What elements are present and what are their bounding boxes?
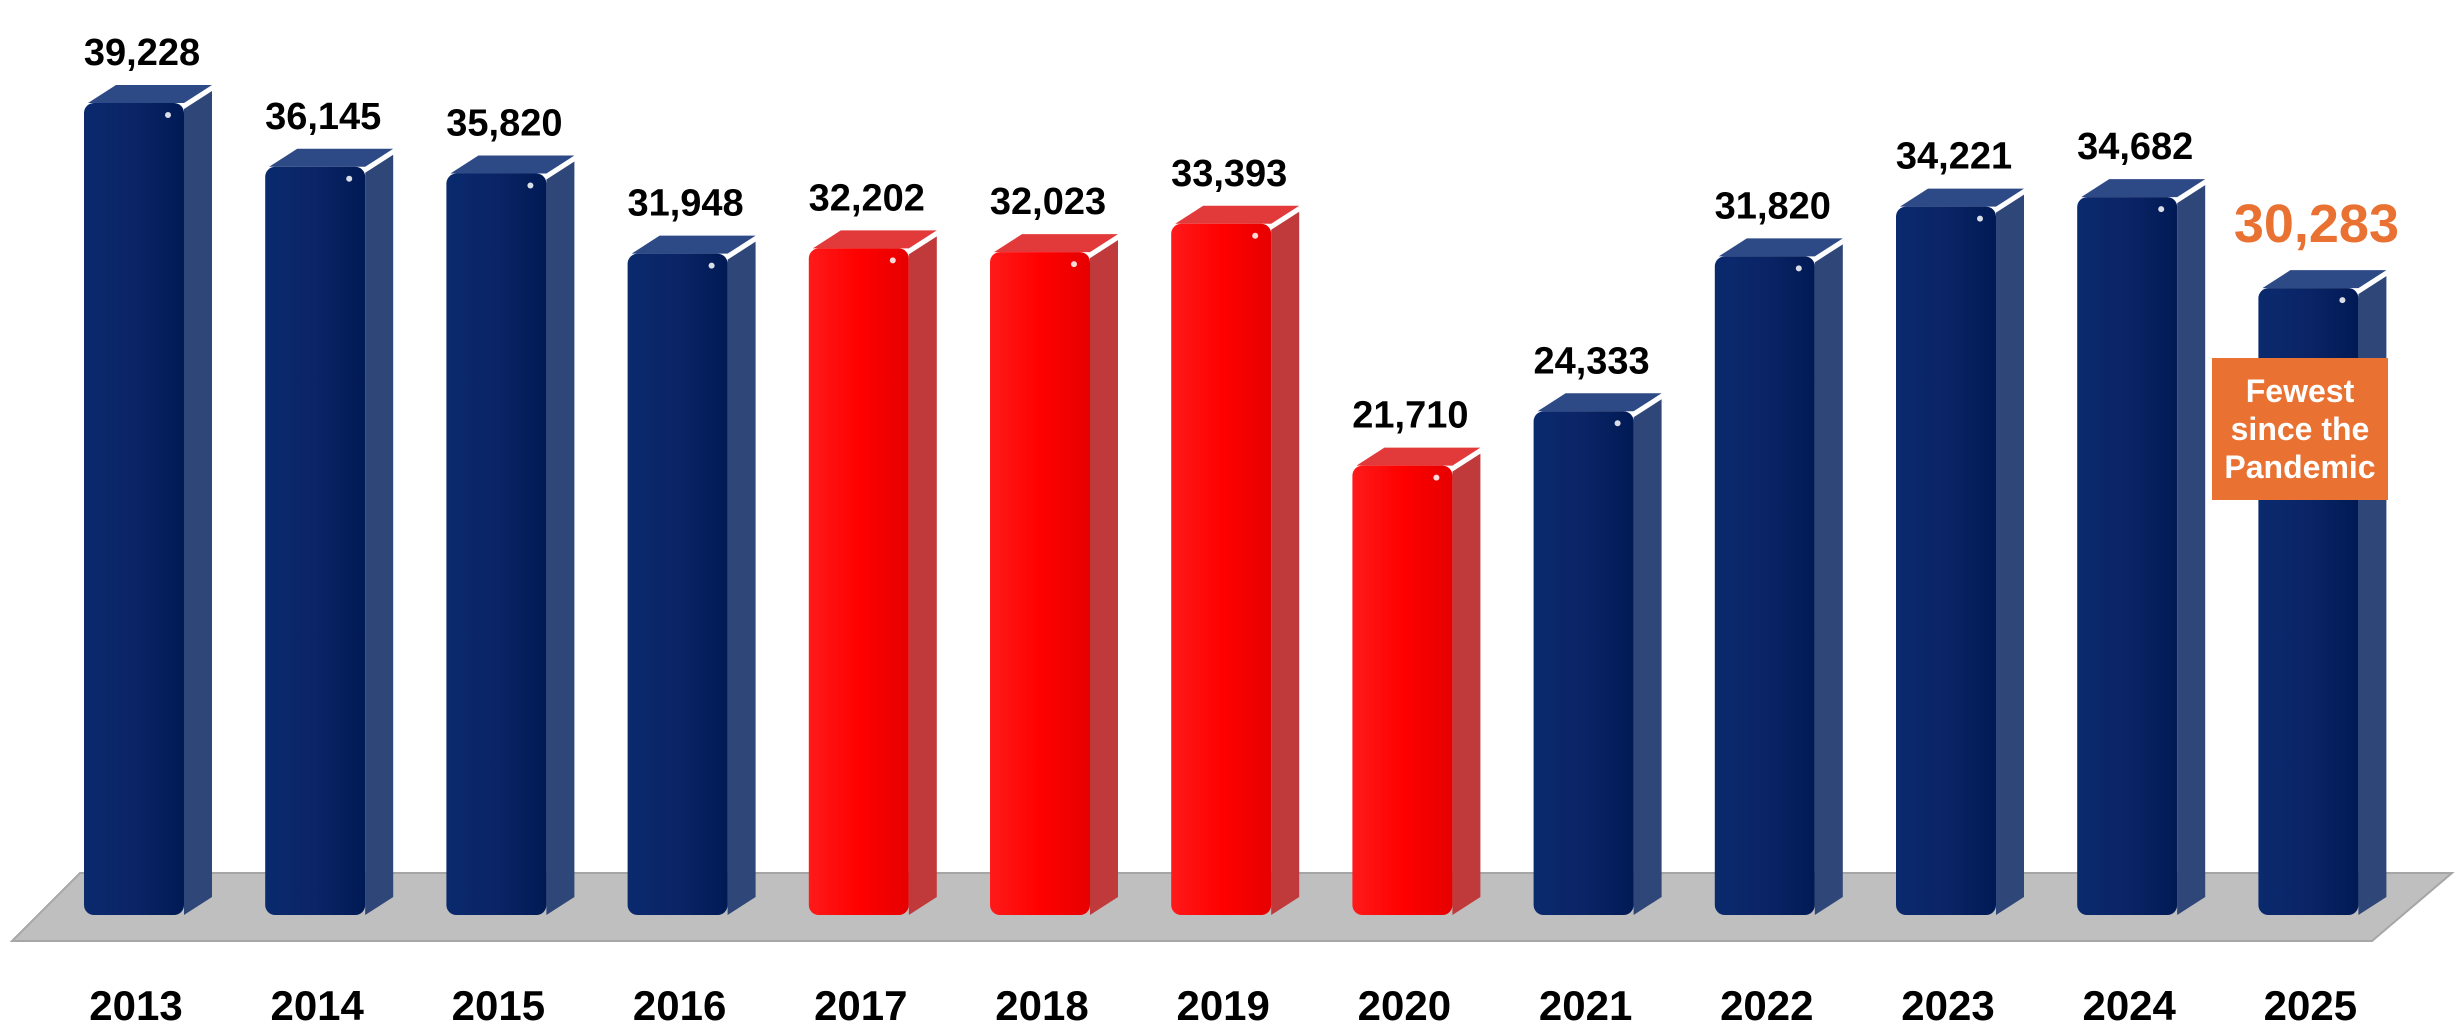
value-label-2020: 21,710 [1352, 395, 1468, 437]
bar-glint [1252, 232, 1259, 239]
bar-side [1090, 240, 1118, 915]
bar-front [446, 173, 547, 915]
value-label-2016: 31,948 [627, 183, 743, 225]
bar-side [908, 236, 937, 916]
bar-side [1633, 399, 1662, 915]
x-tick-label-2022: 2022 [1720, 982, 1813, 1029]
bar-2019 [1171, 205, 1300, 915]
bar-2018 [990, 234, 1118, 915]
bar-side [546, 161, 575, 915]
x-tick-label-2020: 2020 [1358, 982, 1451, 1029]
value-label-2015: 35,820 [446, 103, 562, 145]
value-label-2024: 34,682 [2077, 126, 2193, 168]
bar-top [2262, 270, 2387, 289]
value-label-2017: 32,202 [809, 177, 925, 219]
bar-glint [1433, 474, 1440, 481]
x-tick-label-2016: 2016 [633, 982, 726, 1029]
bar-top [631, 235, 756, 254]
bar-glint [165, 111, 171, 118]
bar-top [1356, 447, 1481, 466]
x-tick-label-2015: 2015 [452, 982, 545, 1029]
bar-glint [2158, 206, 2165, 213]
bar-glint [527, 182, 534, 189]
x-tick-label-2018: 2018 [995, 982, 1088, 1029]
bar-front [84, 102, 184, 915]
x-tick-label-2024: 2024 [2082, 982, 2176, 1029]
bar-top [450, 155, 575, 174]
bar-glint [1071, 261, 1077, 268]
bar-glint [889, 257, 896, 264]
bar-glint [708, 262, 715, 269]
x-tick-label-2017: 2017 [814, 982, 907, 1029]
bar-glint [2339, 297, 2346, 304]
bar-2014 [265, 148, 394, 916]
value-label-2013: 39,228 [84, 32, 200, 74]
bar-2021 [1533, 393, 1662, 915]
bar-front [808, 248, 909, 916]
bar-front [265, 166, 366, 916]
bar-front [990, 252, 1090, 915]
bar-2024 [2077, 179, 2206, 916]
bar-side [184, 90, 212, 915]
value-label-2025: 30,283 [2234, 194, 2399, 254]
bar-side [365, 154, 394, 916]
bar-side [727, 241, 756, 916]
bar-front [1171, 223, 1272, 915]
bar-front [1533, 411, 1634, 915]
bar-glint [1614, 420, 1621, 427]
bar-side [1452, 453, 1481, 915]
bar-side [2177, 185, 2206, 916]
value-label-2018: 32,023 [990, 181, 1106, 223]
x-tick-label-2025: 2025 [2264, 982, 2357, 1029]
x-tick-label-2013: 2013 [89, 982, 182, 1029]
bar-top [2081, 179, 2206, 198]
bar-glint [346, 175, 353, 182]
bar-front [1714, 256, 1815, 915]
bar-top [1175, 205, 1300, 224]
x-tick-label-2023: 2023 [1901, 982, 1994, 1029]
bar-2022 [1714, 238, 1843, 916]
bar-top [1718, 238, 1843, 257]
bar-top [812, 230, 937, 249]
bar-side [1271, 211, 1300, 915]
bar-glint [1977, 215, 1983, 222]
x-tick-label-2019: 2019 [1176, 982, 1269, 1029]
value-label-2022: 31,820 [1715, 185, 1831, 227]
bar-front [1896, 206, 1996, 915]
bar-2017 [808, 230, 937, 916]
bar-2020 [1352, 447, 1481, 915]
bar-2013 [84, 84, 212, 915]
bar-front [2077, 197, 2178, 916]
value-label-2021: 24,333 [1533, 340, 1649, 382]
fewest-since-pandemic-callout: Fewest since the Pandemic [2212, 358, 2388, 500]
bar-glint [1795, 265, 1802, 272]
value-label-2023: 34,221 [1896, 136, 2012, 178]
x-tick-label-2014: 2014 [270, 982, 364, 1029]
bar-front [1352, 465, 1453, 915]
bar-side [1814, 244, 1843, 916]
bar-top [994, 234, 1118, 253]
value-label-2019: 33,393 [1171, 153, 1287, 195]
bar-top [1900, 188, 2024, 207]
bar-top [269, 148, 394, 167]
x-tick-label-2021: 2021 [1539, 982, 1632, 1029]
bar-side [1996, 194, 2024, 915]
value-label-2014: 36,145 [265, 96, 381, 138]
bar-2016 [627, 235, 756, 916]
bar-top [88, 84, 212, 103]
bar-2023 [1896, 188, 2024, 915]
bar-top [1537, 393, 1662, 412]
bar-front [627, 253, 728, 916]
bar-2015 [446, 155, 575, 915]
